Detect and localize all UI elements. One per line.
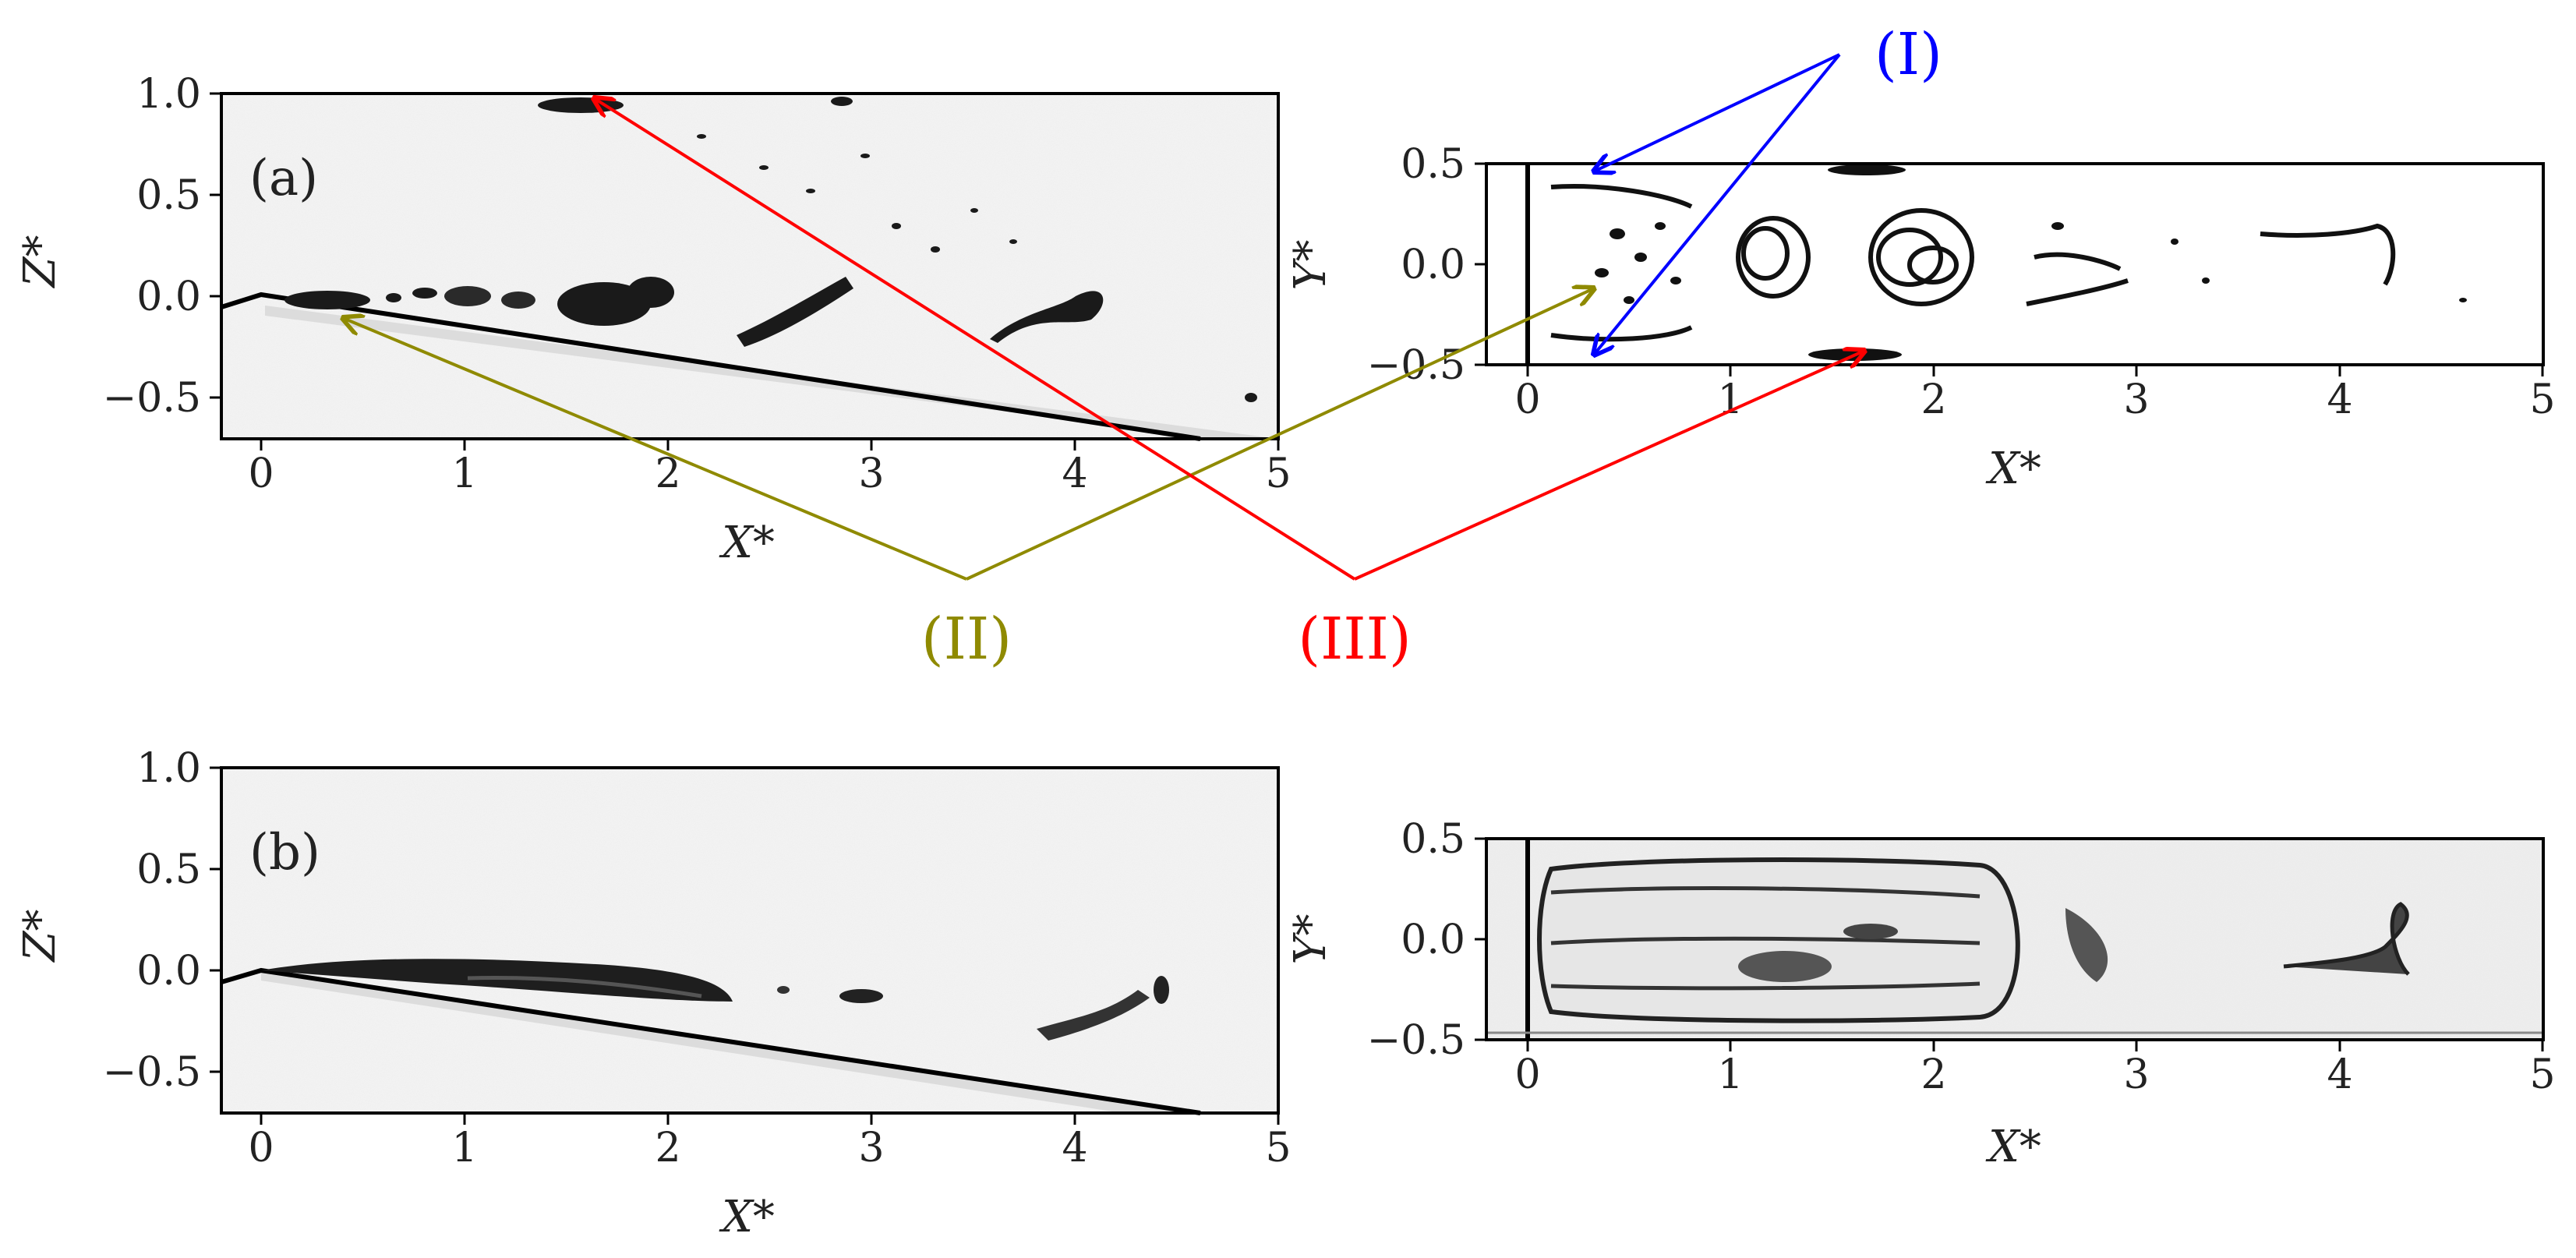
b-top-xtick-4: 4 [2327,1051,2352,1098]
a-top-xtick-5: 5 [2529,376,2555,423]
b-side-ylabel: Z* [15,910,65,963]
a-side-ytick-1: 0.5 [136,172,201,219]
b-side-ytick-3: −0.5 [103,1049,201,1096]
arrow-I-top [1594,53,1840,171]
b-side-xtick-1: 1 [451,1125,477,1171]
panel-a-side: 0 1 2 3 4 5 1.0 0.5 0.0 −0.5 X* Z* (a) [15,71,1292,568]
b-top-xtick-5: 5 [2529,1051,2555,1098]
b-side-xtick-3: 3 [858,1125,884,1171]
annotation-I: (I) [1594,21,1942,355]
panel-a-side-ticks [210,92,1280,451]
b-top-ylabel: Y* [1285,914,1336,965]
a-side-xtick-3: 3 [858,451,884,497]
a-top-xtick-2: 2 [1921,376,1946,423]
arrow-III-side [594,98,1356,581]
flow-structures-b-top [1537,857,2410,1023]
b-top-ytick-0: 0.5 [1401,816,1465,863]
annotation-I-label: (I) [1875,21,1942,88]
panel-a-top: 0 1 2 3 4 5 0.5 0.0 −0.5 X* Y* [1285,141,2556,494]
panel-b-side-ticks [210,766,1280,1125]
b-side-xtick-5: 5 [1265,1125,1291,1171]
panel-a-top-ticks [1475,162,2544,376]
b-side-xtick-2: 2 [655,1125,680,1171]
a-top-xtick-3: 3 [2123,376,2149,423]
a-top-ytick-0: 0.5 [1401,141,1465,188]
panel-a-side-grain [221,94,1278,439]
b-side-ytick-2: 0.0 [136,948,201,995]
b-top-ytick-1: 0.0 [1401,917,1465,963]
a-side-xtick-1: 1 [451,451,477,497]
b-side-xtick-0: 0 [248,1125,274,1171]
a-top-xtick-4: 4 [2327,376,2352,423]
a-top-xlabel: X* [1985,443,2041,494]
a-top-xtick-0: 0 [1514,376,1540,423]
arrow-I-bottom [1594,53,1841,355]
panel-b-side: 0 1 2 3 4 5 1.0 0.5 0.0 −0.5 X* Z* (b) [15,745,1292,1242]
a-side-xtick-5: 5 [1265,451,1291,497]
annotation-III: (III) [594,98,1864,673]
a-top-ylabel: Y* [1285,240,1336,291]
a-side-ytick-3: −0.5 [103,375,201,422]
b-top-xtick-0: 0 [1514,1051,1540,1098]
arrow-II-side [343,318,967,581]
b-top-ytick-2: −0.5 [1367,1017,1465,1064]
b-top-xtick-2: 2 [1921,1051,1946,1098]
panel-b-top: 0 1 2 3 4 5 0.5 0.0 −0.5 X* Y* [1285,816,2556,1172]
b-top-xtick-3: 3 [2123,1051,2149,1098]
a-side-xlabel: X* [719,518,775,568]
a-top-ytick-2: −0.5 [1367,342,1465,389]
panel-a-side-frame [220,92,1280,440]
hull-line [221,292,1201,441]
panel-b-top-ticks [1475,837,2544,1051]
flow-specks-a-top [1595,164,2467,361]
arrow-III-top [1354,351,1864,581]
b-side-ytick-0: 1.0 [136,745,201,792]
b-side-xlabel: X* [719,1192,775,1242]
annotation-III-label: (III) [1298,606,1411,673]
a-side-xtick-4: 4 [1062,451,1087,497]
a-side-ytick-0: 1.0 [136,71,201,118]
panel-b-side-frame [220,766,1280,1115]
a-top-ytick-1: 0.0 [1401,242,1465,288]
arrow-II-top [966,288,1594,581]
annotation-II-label: (II) [921,606,1012,673]
b-side-xtick-4: 4 [1062,1125,1087,1171]
b-top-xlabel: X* [1985,1122,2041,1172]
a-side-panel-label: (a) [249,150,318,207]
flow-structures-a-side [284,97,1257,402]
b-side-panel-label: (b) [249,824,320,882]
b-side-ytick-1: 0.5 [136,846,201,893]
b-top-xtick-1: 1 [1717,1051,1743,1098]
panel-b-side-grain [221,768,1278,1113]
a-side-ytick-2: 0.0 [136,274,201,320]
flow-structures-b-side [261,959,1169,1041]
annotation-II: (II) [343,288,1594,673]
flow-structures-a-top [1550,184,2396,342]
a-side-ylabel: Z* [15,235,65,289]
a-side-xtick-0: 0 [248,451,274,497]
